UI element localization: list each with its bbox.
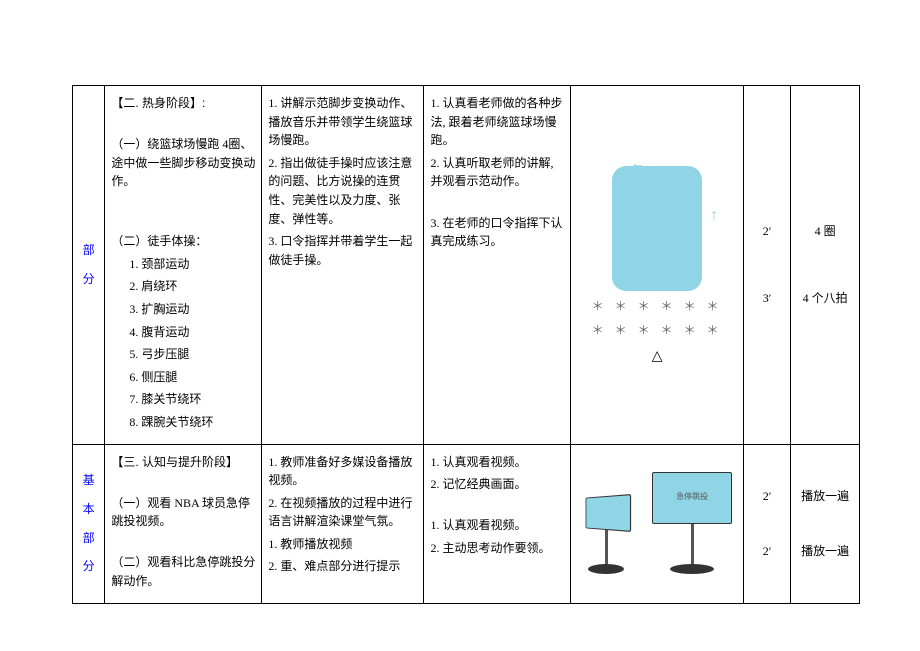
board-icon [586,494,632,532]
exercise-item: 5. 弓步压腿 [111,345,255,364]
notes-cell-warmup: 4 圈 4 个八拍 [791,86,860,445]
exercise-item: 3. 扩胸运动 [111,300,255,319]
student-item: 1. 认真观看视频。 [430,516,564,535]
time-value: 2′ [750,542,785,561]
content-cell-warmup: 【二. 热身阶段】: （一）绕篮球场慢跑 4圈、途中做一些脚步移动变换动作。 （… [105,86,262,445]
base-icon [588,564,624,574]
lesson-plan-table: 部 分 【二. 热身阶段】: （一）绕篮球场慢跑 4圈、途中做一些脚步移动变换动… [72,85,860,604]
section-char: 部 [77,529,100,548]
time-value: 2′ [750,222,785,241]
notes-value: 4 圈 [797,222,853,241]
content-cell-main: 【三. 认知与提升阶段】 （一）观看 NBA 球员急停跳投视频。 （二）观看科比… [105,444,262,603]
teacher-cell-warmup: 1. 讲解示范脚步变换动作、播放音乐并带领学生绕篮球场慢跑。 2. 指出做徒手操… [262,86,424,445]
display-stand-small [582,496,630,574]
notes-value: 播放一遍 [797,487,853,506]
student-item: 3. 在老师的口令指挥下认真完成练习。 [430,214,564,251]
board-icon: 急停跳投 [652,472,732,524]
stage-title: 【二. 热身阶段】: [111,94,255,113]
section-char: 分 [77,270,100,289]
student-cell-main: 1. 认真观看视频。 2. 记忆经典画面。 1. 认真观看视频。 2. 主动思考… [424,444,571,603]
content-para: （二）徒手体操： [111,232,255,251]
section-char: 部 [77,241,100,260]
exercise-item: 2. 肩绕环 [111,277,255,296]
teacher-item: 1. 教师播放视频 [268,535,417,554]
table-row: 基 本 部 分 【三. 认知与提升阶段】 （一）观看 NBA 球员急停跳投视频。… [73,444,860,603]
notes-value: 4 个八拍 [797,289,853,308]
section-char: 本 [77,500,100,519]
formation-row: ＊ ＊ ＊ ＊ ＊ ＊ [577,297,736,316]
display-stand-big: 急停跳投 [652,472,732,574]
display-stands-icon: 急停跳投 [577,474,736,574]
content-para: （一）绕篮球场慢跑 4圈、途中做一些脚步移动变换动作。 [111,135,255,191]
teacher-item: 3. 口令指挥并带着学生一起做徒手操。 [268,232,417,269]
base-icon [670,564,714,574]
teacher-item: 2. 指出做徒手操时应该注意的问题、比方说操的连贯性、完美性以及力度、张度、弹性… [268,154,417,228]
section-label-main: 基 本 部 分 [73,444,105,603]
formation-row: ＊ ＊ ＊ ＊ ＊ ＊ [577,321,736,340]
teacher-marker-icon: △ [577,346,736,368]
time-value: 3′ [750,289,785,308]
diagram-cell-main: 急停跳投 [571,444,743,603]
student-item: 2. 认真听取老师的讲解, 并观看示范动作。 [430,154,564,191]
pole-icon [605,530,608,564]
time-cell-main: 2′ 2′ [743,444,791,603]
table-row: 部 分 【二. 热身阶段】: （一）绕篮球场慢跑 4圈、途中做一些脚步移动变换动… [73,86,860,445]
pole-icon [691,524,694,564]
teacher-item: 1. 教师准备好多媒设备播放视频。 [268,453,417,490]
teacher-cell-main: 1. 教师准备好多媒设备播放视频。 2. 在视频播放的过程中进行语言讲解渲染课堂… [262,444,424,603]
section-char: 基 [77,471,100,490]
teacher-item: 2. 在视频播放的过程中进行语言讲解渲染课堂气氛。 [268,494,417,531]
time-value: 2′ [750,487,785,506]
arrow-left-icon: ← [630,152,646,177]
diagram-cell-warmup: ← ↑ ＊ ＊ ＊ ＊ ＊ ＊ ＊ ＊ ＊ ＊ ＊ ＊ △ [571,86,743,445]
exercise-item: 4. 腹背运动 [111,323,255,342]
time-cell-warmup: 2′ 3′ [743,86,791,445]
exercise-item: 6. 侧压腿 [111,368,255,387]
teacher-item: 1. 讲解示范脚步变换动作、播放音乐并带领学生绕篮球场慢跑。 [268,94,417,150]
exercise-item: 1. 颈部运动 [111,255,255,274]
section-label-warmup: 部 分 [73,86,105,445]
student-cell-warmup: 1. 认真看老师做的各种步法, 跟着老师绕篮球场慢跑。 2. 认真听取老师的讲解… [424,86,571,445]
board-label: 急停跳投 [676,491,708,503]
exercise-item: 7. 膝关节绕环 [111,390,255,409]
student-item: 2. 主动思考动作要领。 [430,539,564,558]
student-item: 1. 认真看老师做的各种步法, 跟着老师绕篮球场慢跑。 [430,94,564,150]
notes-value: 播放一遍 [797,542,853,561]
arrow-up-icon: ↑ [710,204,718,229]
notes-cell-main: 播放一遍 播放一遍 [791,444,860,603]
exercise-item: 8. 踝腕关节绕环 [111,413,255,432]
teacher-item: 2. 重、难点部分进行提示 [268,557,417,576]
content-para: （二）观看科比急停跳投分解动作。 [111,553,255,590]
section-char: 分 [77,557,100,576]
content-para: （一）观看 NBA 球员急停跳投视频。 [111,494,255,531]
student-item: 1. 认真观看视频。 [430,453,564,472]
stage-title: 【三. 认知与提升阶段】 [111,453,255,472]
student-item: 2. 记忆经典画面。 [430,475,564,494]
court-track-icon: ← ↑ [612,166,702,291]
